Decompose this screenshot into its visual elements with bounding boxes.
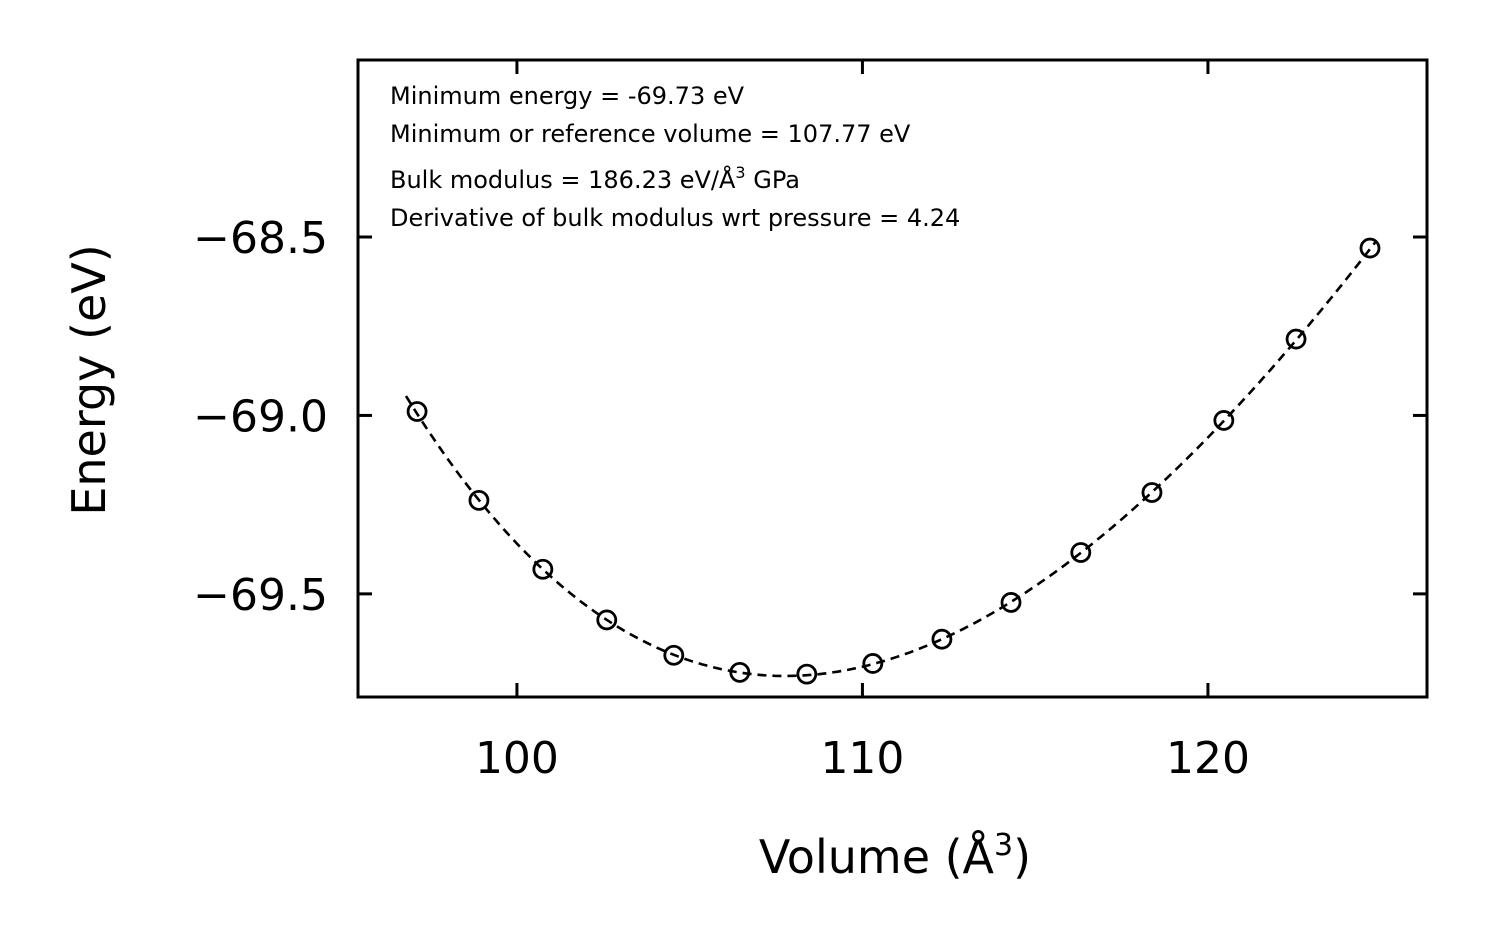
data-point — [406, 401, 428, 422]
x-tick-label: 100 — [475, 733, 559, 784]
data-point — [796, 663, 818, 685]
data-point — [596, 609, 618, 631]
annotation-bulk-derivative: Derivative of bulk modulus wrt pressure … — [390, 204, 960, 232]
x-tick-label: 110 — [820, 733, 904, 784]
data-point — [468, 489, 490, 511]
data-point — [931, 628, 953, 650]
x-tick-label: 120 — [1166, 733, 1250, 784]
data-point — [663, 644, 685, 666]
fit-curve — [404, 241, 1377, 678]
data-point — [1359, 237, 1381, 259]
y-tick-label: −69.5 — [193, 570, 328, 621]
y-axis-label: Energy (eV) — [62, 244, 116, 515]
data-point — [862, 653, 884, 674]
y-tick-label: −68.5 — [193, 213, 328, 264]
y-tick-label: −69.0 — [193, 391, 328, 442]
data-point — [1141, 482, 1163, 503]
annotation-bulk-modulus: Bulk modulus = 186.23 eV/Å3 GPa — [390, 163, 800, 194]
x-axis-label: Volume (Å3) — [759, 828, 1031, 884]
data-point — [1000, 592, 1022, 613]
annotation-min-volume: Minimum or reference volume = 107.77 eV — [390, 120, 911, 148]
data-point — [1070, 542, 1092, 563]
data-point — [1213, 410, 1235, 431]
data-point — [1285, 328, 1307, 350]
data-point — [532, 558, 554, 580]
plot-frame — [356, 58, 1429, 699]
data-point — [729, 661, 751, 683]
annotation-min-energy: Minimum energy = -69.73 eV — [390, 82, 745, 110]
